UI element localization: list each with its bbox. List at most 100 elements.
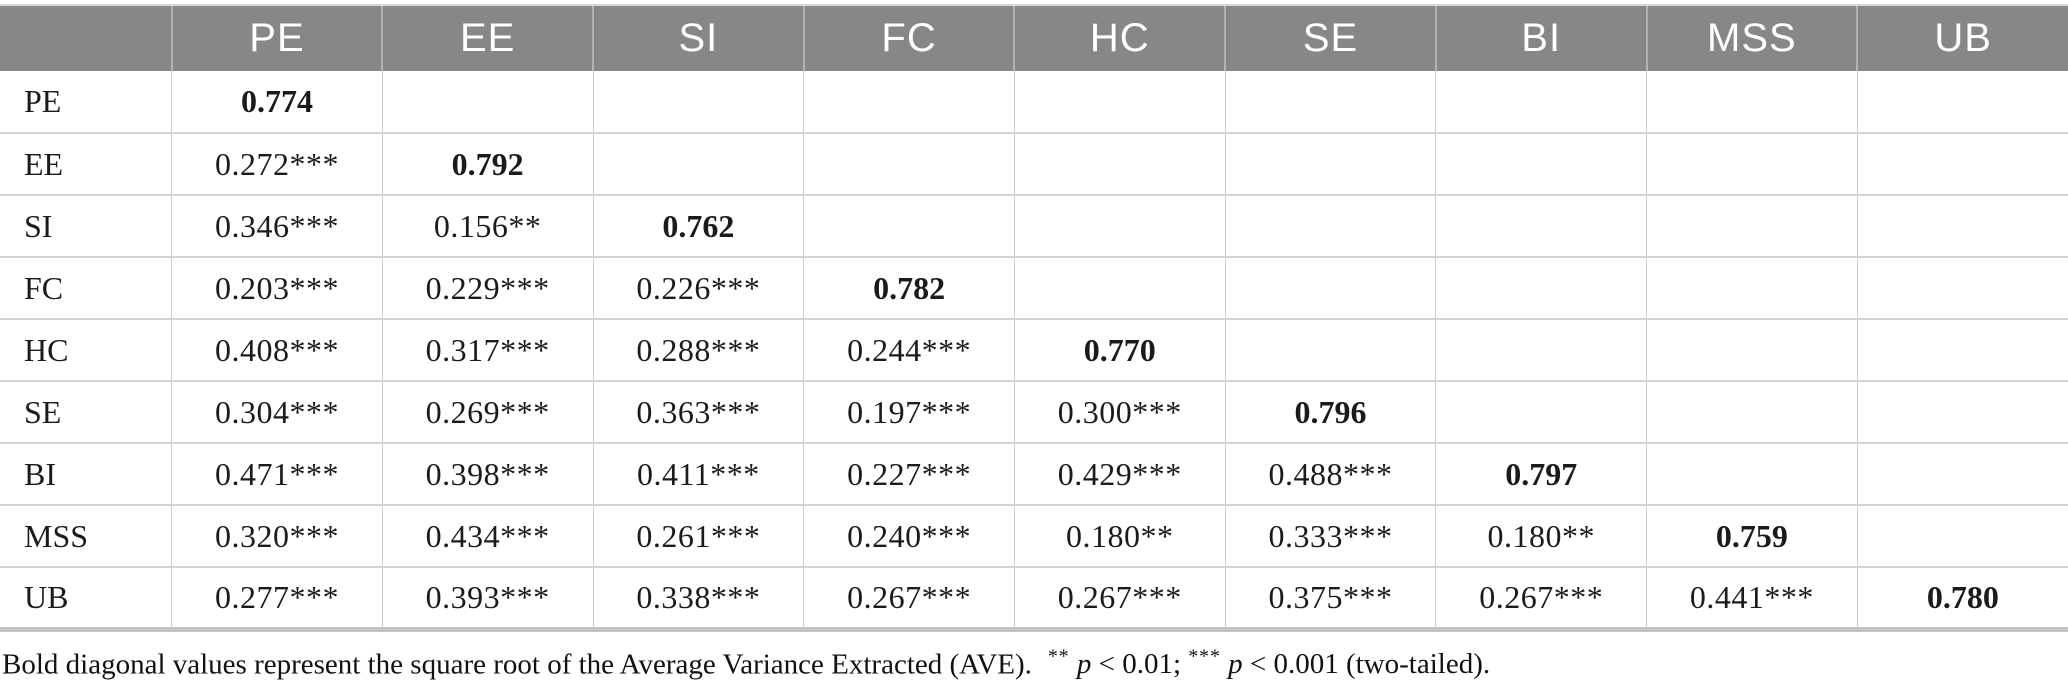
row-label-hc: HC [0, 318, 172, 381]
empty-cell [1013, 71, 1226, 133]
table-body: PE 0.774 EE 0.272*** 0.792 SI 0.346*** 0.156** 0… [0, 71, 2068, 629]
empty-cell [592, 132, 804, 195]
correlation-cell: 0.304*** [171, 380, 383, 443]
footnote-significance: ** p < 0.01; *** p < 0.001 (two-tailed). [1047, 645, 1491, 681]
correlation-cell: 0.393*** [381, 566, 594, 629]
row-label-si: SI [0, 194, 172, 257]
correlation-cell: 0.267*** [1013, 566, 1226, 629]
correlation-cell: 0.338*** [592, 566, 804, 629]
table-footnote: Bold diagonal values represent the squar… [2, 646, 2068, 682]
table-row-hc: HC 0.408*** 0.317*** 0.288*** 0.244*** 0.770 [0, 318, 2068, 381]
table-row-si: SI 0.346*** 0.156** 0.762 [0, 194, 2068, 257]
sig-stars-p001: *** [1188, 645, 1221, 668]
empty-cell [1224, 71, 1436, 133]
empty-cell [1856, 504, 2068, 567]
row-label-pe: PE [0, 71, 172, 133]
empty-cell [1013, 132, 1226, 195]
correlation-cell: 0.300*** [1013, 380, 1226, 443]
ave-diagonal-cell: 0.792 [381, 132, 594, 195]
correlation-cell: 0.408*** [171, 318, 383, 381]
column-header-fc: FC [802, 4, 1015, 71]
column-header-bi: BI [1434, 4, 1647, 71]
correlation-cell: 0.346*** [171, 194, 383, 257]
row-label-se: SE [0, 380, 172, 443]
table-header: PE EE SI FC HC SE BI MSS UB [0, 4, 2068, 71]
correlation-cell: 0.333*** [1224, 504, 1436, 567]
sig-threshold-p01: < 0.01; [1091, 648, 1189, 681]
empty-cell [1646, 71, 1858, 133]
empty-cell [1856, 132, 2068, 195]
empty-cell [592, 71, 804, 133]
correlation-cell: 0.471*** [171, 442, 383, 505]
empty-cell [803, 71, 1015, 133]
ave-diagonal-cell: 0.770 [1013, 318, 1226, 381]
correlation-cell: 0.277*** [171, 566, 383, 629]
sig-stars-p01: ** [1047, 645, 1070, 668]
sig-p-symbol: p [1076, 648, 1092, 681]
table-row-bi: BI 0.471*** 0.398*** 0.411*** 0.227*** 0.429*… [0, 442, 2068, 505]
table-row-mss: MSS 0.320*** 0.434*** 0.261*** 0.240*** 0.180… [0, 504, 2068, 567]
correlation-cell: 0.272*** [171, 132, 383, 195]
ave-diagonal-cell: 0.782 [803, 256, 1015, 319]
sig-p-symbol: p [1228, 648, 1243, 681]
row-label-fc: FC [0, 256, 172, 319]
empty-cell [1856, 71, 2068, 133]
correlation-cell: 0.317*** [381, 318, 594, 381]
column-header-ub: UB [1856, 4, 2068, 71]
table-row-pe: PE 0.774 [0, 71, 2068, 133]
empty-cell [1856, 380, 2068, 443]
empty-cell [1224, 256, 1436, 319]
correlation-cell: 0.398*** [381, 442, 594, 505]
header-row: PE EE SI FC HC SE BI MSS UB [0, 4, 2068, 71]
empty-cell [1856, 256, 2068, 319]
empty-cell [1646, 194, 1858, 257]
ave-diagonal-cell: 0.759 [1646, 504, 1858, 567]
empty-cell [1224, 318, 1436, 381]
correlation-cell: 0.203*** [171, 256, 383, 319]
empty-cell [1646, 256, 1858, 319]
corner-cell [0, 4, 172, 71]
empty-cell [1646, 380, 1858, 443]
empty-cell [1435, 194, 1647, 257]
empty-cell [1224, 132, 1436, 195]
correlation-cell: 0.156** [381, 194, 594, 257]
correlation-cell: 0.488*** [1224, 442, 1436, 505]
column-header-hc: HC [1013, 4, 1226, 71]
sig-threshold-p001: < 0.001 (two-tailed). [1242, 648, 1491, 681]
ave-diagonal-cell: 0.762 [592, 194, 804, 257]
column-header-se: SE [1224, 4, 1436, 71]
empty-cell [1646, 318, 1858, 381]
correlation-cell: 0.269*** [381, 380, 594, 443]
row-label-bi: BI [0, 442, 172, 505]
empty-cell [1013, 256, 1226, 319]
correlation-cell: 0.261*** [592, 504, 804, 567]
empty-cell [1435, 71, 1647, 133]
footnote-main-text: Bold diagonal values represent the squar… [2, 648, 1032, 681]
empty-cell [1013, 194, 1226, 257]
correlation-cell: 0.363*** [592, 380, 804, 443]
correlation-table: PE EE SI FC HC SE BI MSS UB PE 0.774 EE 0.272*** 0.7… [0, 4, 2068, 632]
ave-diagonal-cell: 0.780 [1856, 566, 2068, 629]
correlation-cell: 0.411*** [592, 442, 804, 505]
correlation-cell: 0.244*** [803, 318, 1015, 381]
correlation-cell: 0.226*** [592, 256, 804, 319]
empty-cell [1646, 442, 1858, 505]
table-row-ub: UB 0.277*** 0.393*** 0.338*** 0.267*** 0.267*… [0, 566, 2068, 629]
empty-cell [1646, 132, 1858, 195]
column-header-mss: MSS [1645, 4, 1858, 71]
empty-cell [1856, 442, 2068, 505]
empty-cell [1856, 318, 2068, 381]
column-header-ee: EE [381, 4, 594, 71]
empty-cell [1435, 256, 1647, 319]
correlation-cell: 0.320*** [171, 504, 383, 567]
empty-cell [1435, 318, 1647, 381]
table-row-ee: EE 0.272*** 0.792 [0, 132, 2068, 195]
row-label-mss: MSS [0, 504, 172, 567]
correlation-cell: 0.267*** [803, 566, 1015, 629]
empty-cell [1856, 194, 2068, 257]
correlation-cell: 0.429*** [1013, 442, 1226, 505]
correlation-cell: 0.180** [1013, 504, 1226, 567]
ave-diagonal-cell: 0.774 [171, 71, 383, 133]
table-row-fc: FC 0.203*** 0.229*** 0.226*** 0.782 [0, 256, 2068, 319]
